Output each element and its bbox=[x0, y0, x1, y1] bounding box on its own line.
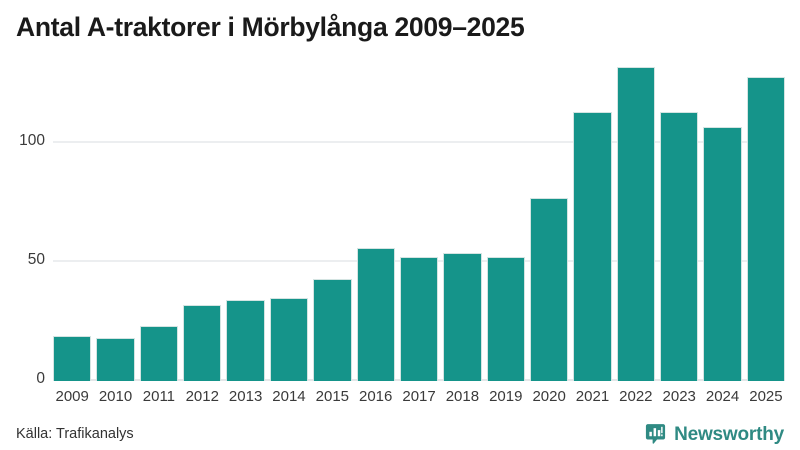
bar-2021[interactable] bbox=[573, 112, 612, 381]
bar-column[interactable] bbox=[443, 60, 482, 381]
x-axis-tick-label: 2024 bbox=[705, 388, 740, 405]
bar-2011[interactable] bbox=[139, 326, 179, 381]
bar-column[interactable] bbox=[313, 60, 352, 381]
bar-chart-logo-icon bbox=[645, 424, 666, 444]
x-axis-tick-label: 2013 bbox=[228, 388, 263, 405]
bar-2020[interactable] bbox=[529, 197, 569, 381]
source-note: Källa: Trafikanalys bbox=[16, 426, 134, 442]
x-axis-tick-label: 2020 bbox=[532, 388, 566, 405]
bar-2017[interactable] bbox=[399, 257, 439, 381]
bar-2025[interactable] bbox=[746, 76, 786, 381]
x-axis-tick-label: 2019 bbox=[489, 388, 523, 405]
bar-column[interactable] bbox=[529, 60, 569, 381]
bar-column[interactable] bbox=[356, 60, 395, 381]
brand-name: Newsworthy bbox=[674, 424, 784, 445]
x-axis-tick-label: 2011 bbox=[142, 388, 176, 405]
bar-column[interactable] bbox=[703, 60, 742, 381]
bar-2018[interactable] bbox=[443, 252, 482, 381]
x-axis-tick-label: 2012 bbox=[185, 388, 219, 405]
bar-2024[interactable] bbox=[703, 126, 742, 381]
bar-column[interactable] bbox=[660, 60, 699, 381]
bar-column[interactable] bbox=[53, 60, 92, 381]
x-axis-tick-label: 2009 bbox=[55, 388, 89, 405]
bar-2015[interactable] bbox=[313, 278, 352, 381]
x-axis-tick-label: 2017 bbox=[402, 388, 436, 405]
gridline-100: 100 bbox=[19, 133, 785, 148]
y-axis-tick-label: 50 bbox=[27, 251, 45, 269]
bar-2023[interactable] bbox=[660, 112, 699, 381]
bar-2022[interactable] bbox=[616, 67, 656, 381]
bar-2013[interactable] bbox=[226, 300, 265, 381]
x-axis-tick-label: 2023 bbox=[662, 388, 696, 405]
footer-divider bbox=[0, 418, 800, 419]
bar-2019[interactable] bbox=[486, 257, 525, 381]
plot-area: 0 50 100 bbox=[19, 60, 786, 386]
bar-column[interactable] bbox=[573, 60, 612, 381]
bar-2009[interactable] bbox=[53, 335, 92, 381]
bar-column[interactable] bbox=[96, 60, 135, 381]
bar-column[interactable] bbox=[486, 60, 525, 381]
y-axis-tick-label: 0 bbox=[36, 369, 45, 387]
page-title: Antal A-traktorer i Mörbylånga 2009–2025 bbox=[16, 12, 525, 42]
x-axis-tick-label: 2015 bbox=[315, 388, 350, 405]
y-axis-tick-label: 100 bbox=[19, 132, 45, 150]
bar-series bbox=[53, 60, 786, 381]
x-axis-tick-label: 2022 bbox=[619, 388, 653, 405]
newsworthy-logo: Newsworthy bbox=[644, 423, 784, 446]
bar-2014[interactable] bbox=[269, 297, 309, 381]
x-axis-tick-label: 2025 bbox=[749, 388, 783, 405]
x-axis-tick-labels: 2009 2010 2011 2012 2013 2014 2015 2016 2017 2018… bbox=[53, 388, 785, 406]
x-axis-tick-label: 2018 bbox=[445, 388, 480, 405]
x-axis-tick-label: 2014 bbox=[272, 388, 306, 405]
bar-2010[interactable] bbox=[96, 338, 135, 381]
bar-column[interactable] bbox=[226, 60, 265, 381]
x-axis-tick-label: 2010 bbox=[98, 388, 133, 405]
bar-column[interactable] bbox=[139, 60, 179, 381]
bar-column[interactable] bbox=[183, 60, 222, 381]
bar-column[interactable] bbox=[399, 60, 439, 381]
bar-column[interactable] bbox=[269, 60, 309, 381]
bar-2012[interactable] bbox=[183, 304, 222, 381]
bar-column[interactable] bbox=[616, 60, 656, 381]
bar-column[interactable] bbox=[746, 60, 786, 381]
bar-2016[interactable] bbox=[356, 247, 395, 381]
x-axis-tick-label: 2021 bbox=[575, 388, 610, 405]
x-axis-tick-label: 2016 bbox=[359, 388, 393, 405]
